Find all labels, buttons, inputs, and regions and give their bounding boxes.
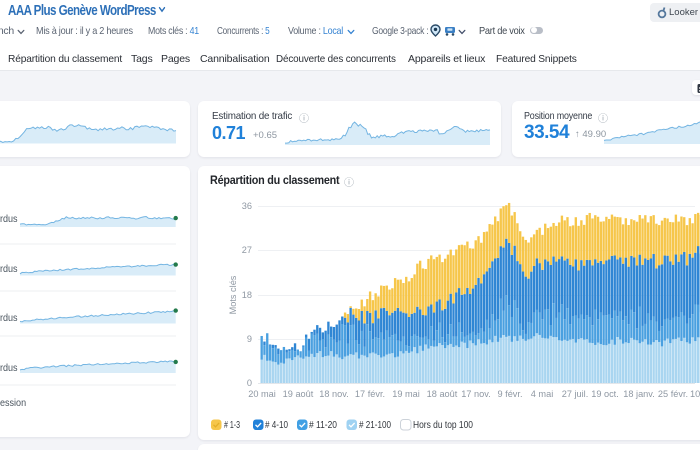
svg-text:Hors du top 100: Hors du top 100	[413, 420, 473, 431]
svg-text:19 août: 19 août	[283, 389, 314, 399]
svg-text:Mots clés: Mots clés	[228, 275, 238, 314]
svg-text:# 11-20: # 11-20	[309, 420, 337, 431]
svg-text:36: 36	[242, 201, 252, 211]
svg-text:# 4-10: # 4-10	[265, 420, 288, 431]
svg-text:27 juil.: 27 juil.	[562, 389, 589, 399]
svg-text:17 nov.: 17 nov.	[461, 389, 490, 399]
svg-text:# 21-100: # 21-100	[359, 420, 391, 431]
svg-text:4 mai: 4 mai	[531, 389, 553, 399]
svg-text:19 oct.: 19 oct.	[591, 389, 619, 399]
svg-text:0: 0	[247, 378, 252, 388]
svg-text:19 mai: 19 mai	[392, 389, 420, 399]
svg-text:25 févr.: 25 févr.	[658, 389, 688, 399]
svg-text:9: 9	[247, 334, 252, 344]
svg-text:17 févr.: 17 févr.	[355, 389, 385, 399]
svg-text:9 févr.: 9 févr.	[497, 389, 522, 399]
svg-text:18: 18	[242, 290, 252, 300]
svg-text:10 ma: 10 ma	[690, 389, 700, 399]
svg-text:# 1-3: # 1-3	[224, 420, 240, 431]
svg-text:18 août: 18 août	[427, 389, 458, 399]
svg-text:18 janv.: 18 janv.	[623, 389, 655, 399]
svg-text:27: 27	[242, 245, 252, 255]
svg-text:20 mai: 20 mai	[248, 389, 276, 399]
svg-text:18 nov.: 18 nov.	[319, 389, 348, 399]
